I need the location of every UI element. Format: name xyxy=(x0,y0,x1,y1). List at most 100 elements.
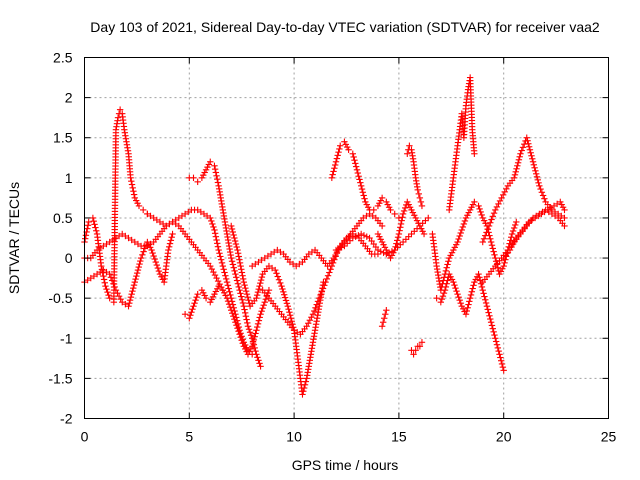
data-point-interp xyxy=(230,264,237,271)
data-point-interp xyxy=(527,149,534,156)
data-point xyxy=(357,182,365,190)
data-point-interp xyxy=(333,250,341,257)
data-point-interp xyxy=(241,309,249,317)
data-point-interp xyxy=(313,301,320,308)
data-point xyxy=(213,274,220,282)
data-point-interp xyxy=(488,322,496,329)
data-point-interp xyxy=(229,228,236,236)
data-point-interp xyxy=(90,217,97,225)
data-point-interp xyxy=(128,177,135,185)
data-point-interp xyxy=(511,171,519,179)
data-point-interp xyxy=(493,203,501,211)
data-point-interp xyxy=(105,291,112,299)
data-point-interp xyxy=(255,317,263,324)
data-point xyxy=(466,294,474,302)
data-point-interp xyxy=(117,295,124,303)
data-point-interp xyxy=(438,295,446,303)
data-point xyxy=(479,238,486,246)
data-point xyxy=(316,294,323,302)
data-point xyxy=(395,230,403,238)
data-point-interp xyxy=(306,317,314,324)
data-point-interp xyxy=(220,266,227,273)
data-point xyxy=(420,230,428,238)
data-point-interp xyxy=(192,296,199,304)
data-point-interp xyxy=(305,320,312,327)
data-point xyxy=(240,278,247,286)
data-point xyxy=(211,226,218,234)
data-point-interp xyxy=(467,291,475,299)
data-point xyxy=(89,214,97,222)
data-point-interp xyxy=(111,283,118,291)
data-point-interp xyxy=(356,176,363,183)
data-point-interp xyxy=(442,267,450,275)
data-point-interp xyxy=(239,275,247,283)
data-point-interp xyxy=(149,249,156,257)
data-point xyxy=(498,194,505,202)
data-point-interp xyxy=(495,347,502,355)
data-point-interp xyxy=(238,337,245,344)
data-point-interp xyxy=(352,160,359,167)
data-point-interp xyxy=(490,328,497,336)
data-point-interp xyxy=(510,224,518,232)
data-point-interp xyxy=(101,279,108,286)
data-point-interp xyxy=(246,329,254,336)
data-point-interp xyxy=(130,284,137,292)
data-point-interp xyxy=(489,245,497,252)
data-point-interp xyxy=(357,179,364,186)
data-point-interp xyxy=(211,165,219,173)
y-tick-label: 0 xyxy=(65,250,73,266)
data-point-interp xyxy=(300,388,307,395)
data-point-interp xyxy=(129,287,136,295)
data-point-interp xyxy=(285,305,292,313)
data-point-interp xyxy=(247,332,255,339)
data-point-interp xyxy=(352,163,360,170)
data-point-interp xyxy=(252,347,259,355)
data-point-interp xyxy=(288,318,295,325)
data-point-interp xyxy=(352,233,359,240)
data-point-interp xyxy=(231,237,239,245)
data-point xyxy=(284,302,292,310)
data-point-interp xyxy=(256,314,263,321)
data-point-interp xyxy=(167,237,175,244)
data-point-interp xyxy=(257,276,265,284)
data-point xyxy=(236,331,243,338)
y-tick-label: 2.5 xyxy=(53,50,73,66)
data-point-interp xyxy=(91,221,98,228)
data-point-interp xyxy=(326,269,333,276)
data-point xyxy=(127,174,134,182)
data-point-interp xyxy=(165,243,173,251)
data-point-interp xyxy=(456,232,463,240)
data-point-interp xyxy=(229,261,237,268)
plot-frame xyxy=(84,57,609,419)
data-point-interp xyxy=(334,152,341,159)
data-point-interp xyxy=(235,328,242,335)
data-point xyxy=(391,246,398,254)
data-point xyxy=(232,319,239,326)
data-point-interp xyxy=(539,192,547,199)
data-point xyxy=(244,323,252,330)
data-point-interp xyxy=(314,298,322,305)
data-point xyxy=(190,174,197,182)
data-point-interp xyxy=(255,285,262,293)
data-point xyxy=(406,142,413,149)
data-point-interp xyxy=(228,258,236,265)
data-point xyxy=(240,302,247,310)
data-point xyxy=(278,282,285,290)
data-point xyxy=(500,367,507,374)
data-point-interp xyxy=(499,363,507,371)
data-point-interp xyxy=(274,273,281,280)
data-point xyxy=(322,278,329,286)
data-point-interp xyxy=(236,259,244,267)
data-point-interp xyxy=(115,292,123,300)
data-point-interp xyxy=(445,258,452,265)
data-point xyxy=(345,146,352,153)
data-point-interp xyxy=(104,288,111,296)
data-point-interp xyxy=(490,248,497,255)
data-point-interp xyxy=(84,222,92,229)
data-point-interp xyxy=(258,273,266,281)
data-point-interp xyxy=(244,293,251,301)
y-tick-label: 1.5 xyxy=(53,130,73,146)
data-point-interp xyxy=(461,217,469,225)
data-point-interp xyxy=(530,161,538,168)
data-point-interp xyxy=(317,291,324,299)
